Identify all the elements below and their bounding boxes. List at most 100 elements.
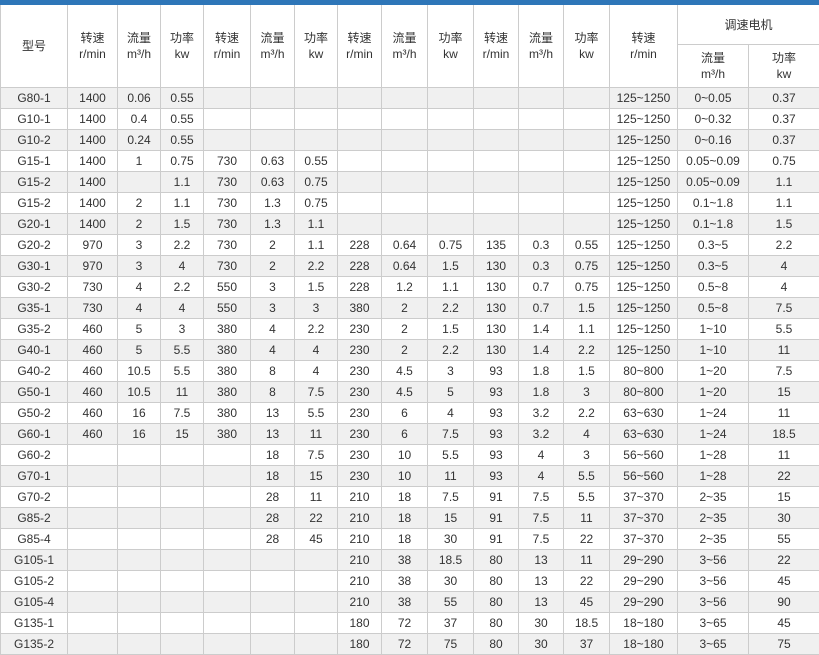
cell-vfd-power: 22 — [749, 549, 819, 570]
cell-speed3: 230 — [338, 444, 382, 465]
cell-flow4: 13 — [519, 549, 564, 570]
cell-flow4: 13 — [519, 591, 564, 612]
cell-flow1 — [118, 507, 161, 528]
cell-flow4 — [519, 213, 564, 234]
cell-model: G20-1 — [1, 213, 68, 234]
cell-speed2 — [204, 633, 251, 654]
cell-vfd-flow: 1~28 — [678, 465, 749, 486]
cell-speed2: 730 — [204, 192, 251, 213]
cell-flow4 — [519, 129, 564, 150]
cell-vfd-speed: 125~1250 — [610, 297, 678, 318]
cell-model: G35-2 — [1, 318, 68, 339]
col-header-flow-2: 流量 m³/h — [251, 5, 295, 87]
cell-flow1 — [118, 528, 161, 549]
cell-power3: 18.5 — [428, 549, 474, 570]
cell-power3: 30 — [428, 528, 474, 549]
cell-speed4: 130 — [474, 318, 519, 339]
cell-vfd-power: 45 — [749, 570, 819, 591]
cell-vfd-power: 45 — [749, 612, 819, 633]
cell-power2: 0.75 — [295, 192, 338, 213]
header-label: 转速 — [68, 30, 117, 46]
cell-speed3: 180 — [338, 633, 382, 654]
cell-power1: 3 — [161, 318, 204, 339]
cell-power4: 1.1 — [564, 318, 610, 339]
header-label: 流量 — [118, 30, 160, 46]
cell-speed3: 230 — [338, 381, 382, 402]
cell-flow2: 8 — [251, 360, 295, 381]
cell-flow3: 10 — [382, 444, 428, 465]
col-header-power-3: 功率 kw — [428, 5, 474, 87]
cell-flow3: 0.64 — [382, 255, 428, 276]
cell-vfd-power: 4 — [749, 276, 819, 297]
cell-power2: 22 — [295, 507, 338, 528]
cell-vfd-flow: 3~65 — [678, 612, 749, 633]
cell-flow4: 1.4 — [519, 318, 564, 339]
cell-vfd-speed: 80~800 — [610, 381, 678, 402]
cell-speed3 — [338, 108, 382, 129]
cell-flow3: 2 — [382, 339, 428, 360]
cell-power4: 5.5 — [564, 486, 610, 507]
cell-speed4: 130 — [474, 276, 519, 297]
cell-power2 — [295, 129, 338, 150]
col-header-power-1: 功率 kw — [161, 5, 204, 87]
cell-power2: 0.55 — [295, 150, 338, 171]
cell-speed1: 460 — [68, 402, 118, 423]
cell-flow2: 28 — [251, 486, 295, 507]
cell-vfd-power: 0.37 — [749, 87, 819, 108]
cell-vfd-speed: 37~370 — [610, 528, 678, 549]
cell-flow1 — [118, 171, 161, 192]
col-header-model-label: 型号 — [1, 38, 67, 54]
cell-power2: 1.5 — [295, 276, 338, 297]
cell-power2 — [295, 591, 338, 612]
cell-power2: 45 — [295, 528, 338, 549]
cell-vfd-power: 2.2 — [749, 234, 819, 255]
cell-power4: 4 — [564, 423, 610, 444]
header-label: 功率 — [428, 30, 473, 46]
cell-vfd-speed: 125~1250 — [610, 129, 678, 150]
cell-flow2: 28 — [251, 528, 295, 549]
cell-power3: 37 — [428, 612, 474, 633]
cell-speed4 — [474, 129, 519, 150]
cell-flow4: 0.7 — [519, 297, 564, 318]
cell-flow1: 4 — [118, 297, 161, 318]
cell-power4: 1.5 — [564, 360, 610, 381]
cell-model: G85-2 — [1, 507, 68, 528]
cell-vfd-flow: 2~35 — [678, 507, 749, 528]
cell-flow3 — [382, 213, 428, 234]
cell-speed4: 130 — [474, 255, 519, 276]
cell-speed2: 380 — [204, 402, 251, 423]
cell-model: G105-2 — [1, 570, 68, 591]
cell-power3: 2.2 — [428, 297, 474, 318]
cell-speed1: 1400 — [68, 108, 118, 129]
header-unit: r/min — [204, 46, 250, 62]
cell-power2: 2.2 — [295, 255, 338, 276]
cell-flow4: 7.5 — [519, 486, 564, 507]
cell-power3: 5.5 — [428, 444, 474, 465]
cell-vfd-speed: 18~180 — [610, 612, 678, 633]
cell-power2: 7.5 — [295, 381, 338, 402]
cell-power4: 45 — [564, 591, 610, 612]
cell-power4: 11 — [564, 507, 610, 528]
cell-power1 — [161, 444, 204, 465]
cell-vfd-speed: 63~630 — [610, 423, 678, 444]
cell-power2: 11 — [295, 486, 338, 507]
cell-power2: 5.5 — [295, 402, 338, 423]
cell-vfd-speed: 56~560 — [610, 444, 678, 465]
header-unit: kw — [428, 46, 473, 62]
cell-flow3: 18 — [382, 528, 428, 549]
cell-power3: 1.1 — [428, 276, 474, 297]
cell-flow3 — [382, 192, 428, 213]
cell-flow4: 4 — [519, 465, 564, 486]
cell-speed2 — [204, 549, 251, 570]
cell-speed2 — [204, 570, 251, 591]
cell-model: G60-2 — [1, 444, 68, 465]
cell-power3 — [428, 129, 474, 150]
header-label: 流量 — [251, 30, 294, 46]
cell-power1 — [161, 591, 204, 612]
